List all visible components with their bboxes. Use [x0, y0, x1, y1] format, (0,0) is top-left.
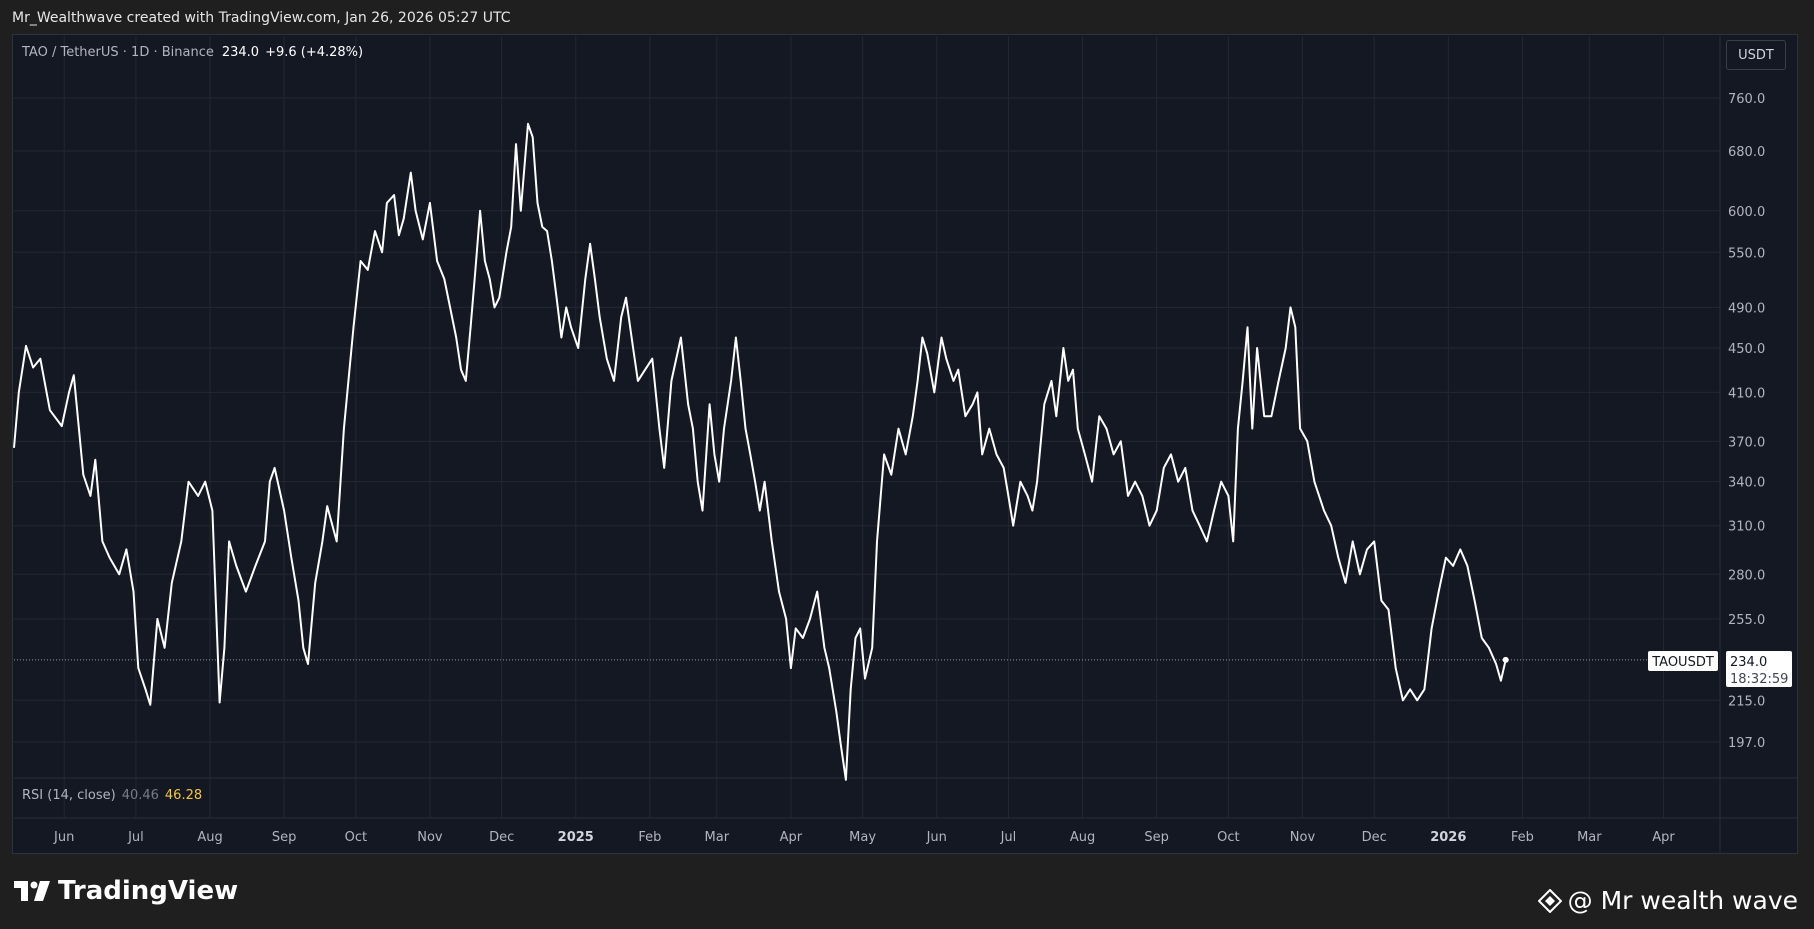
x-tick-label: Aug [1070, 830, 1095, 845]
y-tick-label: 550.0 [1728, 246, 1765, 261]
watermark: @ Mr wealth wave [1537, 886, 1798, 915]
x-tick-label: May [849, 830, 876, 845]
x-tick-label: Jun [53, 830, 74, 845]
x-tick-label: Dec [1362, 830, 1387, 845]
last-price: 234.0 [221, 45, 260, 60]
symbol-name: TAO / TetherUS · 1D · Binance [22, 45, 214, 60]
x-tick-label: Jul [127, 830, 144, 845]
x-tick-label: Feb [1511, 830, 1534, 845]
x-tick-label: Mar [1577, 830, 1602, 845]
x-tick-label: Dec [489, 830, 514, 845]
y-tick-label: 450.0 [1728, 342, 1765, 357]
y-tick-label: 490.0 [1728, 301, 1765, 316]
tradingview-logo-icon [14, 881, 50, 901]
price-tag-price: 234.0 [1730, 655, 1767, 670]
brand-name: TradingView [58, 876, 239, 906]
tradingview-brand[interactable]: TradingView [14, 876, 238, 906]
x-tick-label: Apr [780, 830, 803, 845]
x-tick-label: Jun [926, 830, 947, 845]
x-tick-label: Aug [197, 830, 222, 845]
y-tick-label: 310.0 [1728, 520, 1765, 535]
chart-panel[interactable] [12, 34, 1798, 854]
x-axis: Jun Jul Aug Sep Oct Nov Dec 2025 Feb Mar Apr May Jun… [53, 830, 1675, 845]
x-tick-label: Apr [1652, 830, 1675, 845]
symbol-legend[interactable]: TAO / TetherUS · 1D · Binance 234.0 +9.6 (… [22, 45, 363, 60]
price-tag-symbol: TAOUSDT [1651, 655, 1714, 670]
rsi-value-1: 40.46 [121, 788, 159, 803]
y-tick-label: 340.0 [1728, 476, 1765, 491]
y-tick-label: 280.0 [1728, 568, 1765, 583]
y-tick-label: 760.0 [1728, 92, 1765, 107]
x-tick-label: Nov [417, 830, 443, 845]
y-tick-label: 680.0 [1728, 145, 1765, 160]
price-tag: TAOUSDT 234.0 18:32:59 [1648, 651, 1792, 687]
chart-credit: Mr_Wealthwave created with TradingView.c… [12, 10, 511, 26]
x-tick-label: Nov [1290, 830, 1316, 845]
x-tick-label: 2025 [558, 830, 594, 845]
price-change: +9.6 (+4.28%) [265, 45, 364, 60]
rsi-label: RSI (14, close) [22, 788, 116, 803]
y-tick-label: 370.0 [1728, 435, 1765, 450]
price-series-line [13, 122, 1507, 781]
y-axis: 760.0 680.0 600.0 550.0 490.0 450.0 410.0 370.0… [1728, 92, 1765, 751]
diamond-logo-icon [1537, 888, 1562, 913]
rsi-value-2: 46.28 [164, 788, 203, 803]
y-tick-label: 600.0 [1728, 205, 1765, 220]
x-tick-label: Jul [1000, 830, 1017, 845]
price-tag-countdown: 18:32:59 [1730, 672, 1788, 687]
price-tag-symbol-box [1648, 651, 1718, 671]
x-tick-label: Feb [638, 830, 661, 845]
currency-button[interactable]: USDT [1726, 40, 1786, 70]
x-tick-label: 2026 [1430, 830, 1466, 845]
x-tick-label: Oct [1217, 830, 1239, 845]
x-tick-label: Sep [1144, 830, 1169, 845]
y-tick-label: 255.0 [1728, 613, 1765, 628]
x-tick-label: Oct [345, 830, 367, 845]
watermark-text: @ Mr wealth wave [1567, 886, 1798, 915]
y-tick-label: 215.0 [1728, 694, 1765, 709]
x-tick-label: Mar [705, 830, 730, 845]
x-tick-label: Sep [272, 830, 297, 845]
last-price-dot [1502, 656, 1509, 663]
rsi-legend[interactable]: RSI (14, close) 40.46 46.28 [22, 788, 202, 803]
y-tick-label: 197.0 [1728, 736, 1765, 751]
y-tick-label: 410.0 [1728, 386, 1765, 401]
price-tag-value-box [1726, 651, 1792, 687]
grid-layer [14, 36, 1798, 854]
